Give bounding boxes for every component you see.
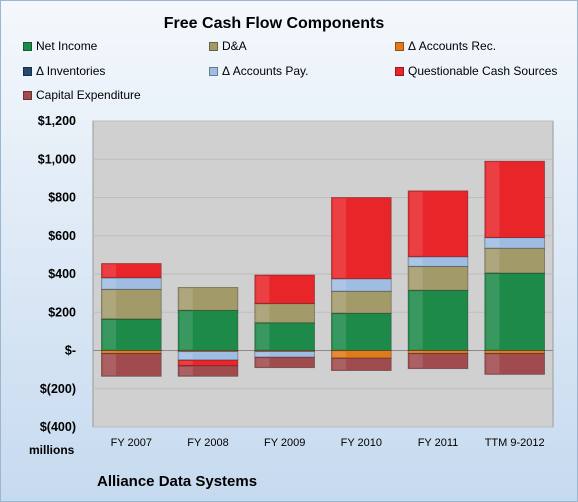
legend-item-inventories: Δ Inventories xyxy=(23,64,105,78)
x-tick-label: FY 2011 xyxy=(418,437,459,449)
x-tick-label: FY 2009 xyxy=(264,437,305,449)
legend-label: Δ Accounts Rec. xyxy=(408,39,497,53)
bar-highlight xyxy=(102,278,117,289)
bar-highlight xyxy=(409,354,423,368)
bar-highlight xyxy=(179,352,193,360)
bar-highlight xyxy=(332,292,347,313)
bar-highlight xyxy=(256,275,270,303)
bar-highlight xyxy=(332,279,347,291)
bar-highlight xyxy=(179,361,193,365)
company-name: Alliance Data Systems xyxy=(97,473,258,490)
bar-highlight xyxy=(332,351,347,358)
bar-highlight xyxy=(409,191,423,256)
units-label: millions xyxy=(29,443,75,457)
x-tick-label: TTM 9-2012 xyxy=(485,437,545,449)
bar-highlight xyxy=(102,351,117,353)
bar-accounts-pay-fy-2009 xyxy=(254,351,315,358)
bar-highlight xyxy=(102,290,117,318)
y-tick-label: $(200) xyxy=(40,382,76,396)
bar-capital-expenditure-fy-2011 xyxy=(407,352,469,370)
bar-highlight xyxy=(256,304,270,322)
y-tick-label: $600 xyxy=(48,229,76,243)
legend-item-d-a: D&A xyxy=(209,39,247,53)
legend-swatch xyxy=(209,66,218,76)
legend-swatch xyxy=(23,66,32,76)
y-tick-label: $- xyxy=(65,344,76,358)
legend-label: Δ Inventories xyxy=(36,64,106,78)
bar-questionable-cash-sources-fy-2011 xyxy=(407,190,469,258)
legend-label: Capital Expenditure xyxy=(36,88,141,102)
legend-swatch xyxy=(395,41,404,51)
bar-net-income-fy-2007 xyxy=(101,318,162,351)
x-tick-label: FY 2007 xyxy=(111,437,152,449)
bar-highlight xyxy=(179,366,193,376)
bar-highlight xyxy=(486,351,500,353)
bar-highlight xyxy=(486,249,500,273)
legend-label: D&A xyxy=(222,39,247,53)
bar-highlight xyxy=(256,323,270,350)
bar-capital-expenditure-ttm-9-2012 xyxy=(484,352,545,375)
bar-net-income-ttm-9-2012 xyxy=(484,272,545,351)
y-tick-label: $1,200 xyxy=(38,114,76,128)
legend-label: Δ Accounts Pay. xyxy=(222,64,309,78)
bar-highlight xyxy=(486,274,500,350)
legend-item-questionable-cash-sources: Questionable Cash Sources xyxy=(395,64,557,78)
legend-swatch xyxy=(23,90,32,100)
legend-item-net-income: Net Income xyxy=(23,39,97,53)
bar-highlight xyxy=(256,358,270,367)
bar-highlight xyxy=(102,264,117,277)
bar-d-a-fy-2007 xyxy=(101,288,162,320)
chart-title: Free Cash Flow Components xyxy=(163,15,385,32)
bar-highlight xyxy=(486,354,500,374)
legend-label: Questionable Cash Sources xyxy=(408,64,558,78)
bar-capital-expenditure-fy-2009 xyxy=(254,356,315,369)
y-tick-label: $400 xyxy=(48,267,76,281)
legend-swatch xyxy=(395,66,404,76)
legend-swatch xyxy=(23,41,32,51)
bar-highlight xyxy=(332,314,347,350)
bar-highlight xyxy=(102,354,117,376)
legend-label: Net Income xyxy=(36,39,98,53)
legend-item-accounts-rec: Δ Accounts Rec. xyxy=(395,39,496,53)
bar-highlight xyxy=(409,351,423,353)
bar-d-a-ttm-9-2012 xyxy=(484,247,545,274)
legend-item-accounts-pay: Δ Accounts Pay. xyxy=(209,64,309,78)
bar-questionable-cash-sources-fy-2009 xyxy=(254,274,315,305)
bar-capital-expenditure-fy-2008 xyxy=(177,365,239,377)
bar-highlight xyxy=(332,198,347,278)
bar-capital-expenditure-fy-2007 xyxy=(101,352,162,377)
bar-highlight xyxy=(179,288,193,310)
bar-net-income-fy-2010 xyxy=(331,312,392,351)
bar-highlight xyxy=(179,311,193,350)
y-tick-label: $1,000 xyxy=(38,152,76,166)
bar-highlight xyxy=(102,319,117,350)
bar-highlight xyxy=(332,359,347,370)
y-tick-label: $200 xyxy=(48,305,76,319)
bar-net-income-fy-2009 xyxy=(254,322,315,351)
legend-swatch xyxy=(209,41,218,51)
x-tick-label: FY 2010 xyxy=(341,437,382,449)
bar-highlight xyxy=(409,267,423,290)
bar-questionable-cash-sources-ttm-9-2012 xyxy=(484,160,545,239)
bar-d-a-fy-2008 xyxy=(177,286,239,311)
legend-item-capital-expenditure: Capital Expenditure xyxy=(23,88,141,102)
bar-questionable-cash-sources-fy-2010 xyxy=(331,197,392,280)
x-tick-label: FY 2008 xyxy=(187,437,228,449)
y-tick-label: $(400) xyxy=(40,420,76,434)
bar-net-income-fy-2011 xyxy=(407,289,469,351)
bar-questionable-cash-sources-fy-2007 xyxy=(101,263,162,279)
bar-accounts-pay-fy-2011 xyxy=(407,256,469,267)
y-tick-label: $800 xyxy=(48,191,76,205)
bar-capital-expenditure-fy-2010 xyxy=(331,357,392,371)
bar-highlight xyxy=(409,257,423,266)
bar-highlight xyxy=(409,291,423,350)
bar-highlight xyxy=(486,238,500,248)
bar-highlight xyxy=(256,352,270,357)
bar-highlight xyxy=(486,162,500,237)
